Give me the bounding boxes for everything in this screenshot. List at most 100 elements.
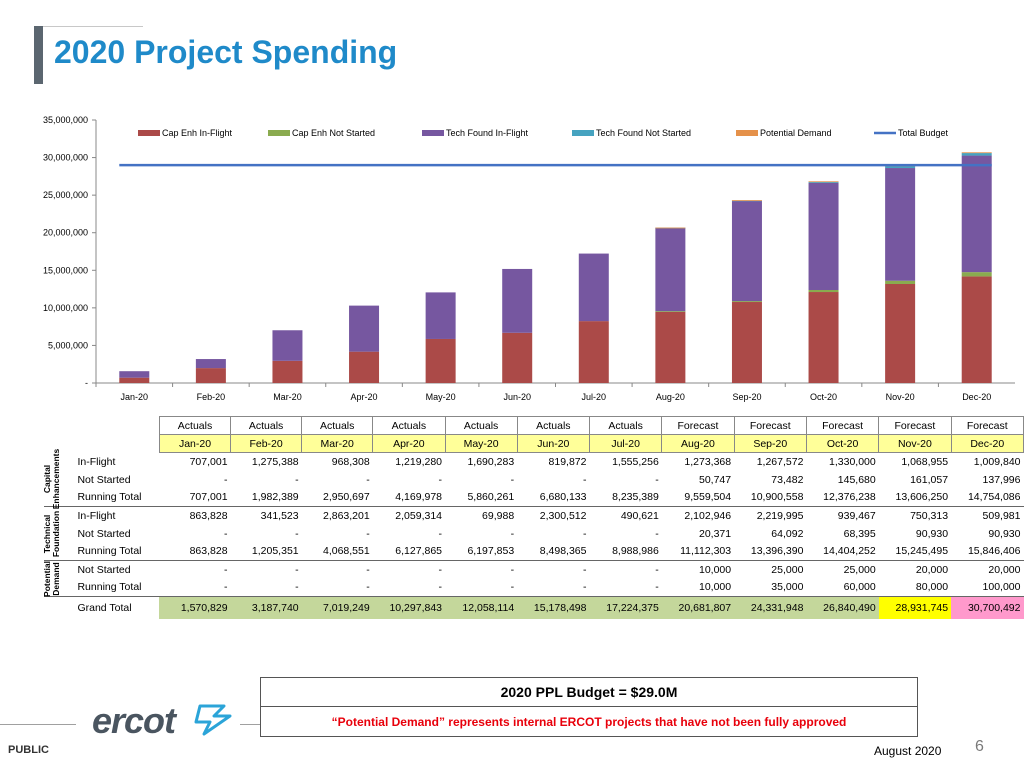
table-row: Not Started - - - - - - - 20,371 64,092 68,395 90,9… [44,525,1024,543]
value-cell: - [366,527,370,540]
grand-total-cell: 7,019,249 [301,596,373,619]
value-cell: - [438,473,443,486]
grand-total-cell: 26,840,490 [806,596,879,619]
group-label: Technical Foundation [42,506,61,561]
value-cell: 11,112,303 [680,545,732,558]
value-cell: 8,498,365 [539,545,587,558]
group-label-text: Potential Demand [41,560,61,597]
value-cell: 10,900,558 [750,491,804,504]
value-cell: 20,000 [878,560,952,579]
spending-table: Actuals Actuals Actuals Actuals Actuals Actua… [41,416,1024,619]
footer-rule [0,724,76,725]
value-cell: 2,102,946 [661,506,735,525]
value-cell: - [438,527,443,540]
table-spacer [44,596,60,619]
row-label: Running Total [77,491,142,504]
bar-segment [272,330,303,361]
value-cell: 25,000 [734,560,807,579]
table-row: Running Total - - - - - - - 10,000 35,000 60,000 80… [44,579,1024,597]
table-row: Running Total 707,001 1,982,389 2,950,697 4,… [44,489,1024,507]
value-cell: 6,680,133 [539,491,587,504]
value-cell: - [295,473,299,486]
y-tick-label: 35,000,000 [43,115,88,125]
y-tick-label: 25,000,000 [43,190,88,200]
bar-segment [961,276,992,383]
status-cell: Actuals [158,416,232,435]
grand-total-cell: 10,297,843 [372,596,446,619]
value-cell: 863,828 [159,506,231,525]
group-label: Potential Demand [41,560,61,597]
value-cell: 5,860,261 [467,491,515,504]
bar-segment [578,321,609,383]
value-cell: - [230,560,302,579]
bar-segment [655,227,686,312]
classification-label: PUBLIC [8,744,49,756]
y-tick-label: 5,000,000 [48,340,88,350]
value-cell: 10,000 [698,581,732,594]
table-row: Technical Foundation In-Flight 863,828 341,5… [42,506,1024,561]
value-cell: - [438,581,443,594]
title-rule [43,26,143,27]
grand-total-cell: 28,931,745 [878,596,952,619]
value-cell: 1,219,280 [395,455,443,468]
status-cell: Actuals [588,416,663,435]
month-cell: Sep-20 [733,434,807,453]
value-cell: 2,950,697 [322,491,370,504]
value-cell: - [510,527,515,540]
bar-segment [655,311,686,312]
table-row: Capital Enhancements In-Flight 707,001 1,275… [42,449,1024,509]
status-cell: Forecast [805,416,880,435]
value-cell: 1,275,388 [251,455,299,468]
bar-segment [885,166,916,169]
grand-total-cell: 20,681,807 [661,596,735,619]
x-tick-label: Oct-20 [810,392,837,402]
value-cell: 10,000 [661,560,735,579]
legend-swatch [138,130,160,136]
footer-rule [240,724,260,725]
value-cell: 1,330,000 [829,455,876,468]
value-cell: - [295,581,299,594]
ercot-bolt-icon [194,704,232,736]
x-tick-label: Nov-20 [886,392,915,402]
value-cell: 1,982,389 [251,491,299,504]
value-cell: - [224,473,228,486]
legend-label: Cap Enh In-Flight [162,128,233,138]
bar-segment [195,368,226,383]
value-cell: 4,169,978 [395,491,443,504]
bar-segment [655,311,686,383]
legend-swatch [736,130,758,136]
value-cell: - [445,560,518,579]
bar-segment [731,301,762,303]
row-label: Not Started [77,473,131,486]
page-number: 6 [975,738,984,755]
grand-total-cell: 17,224,375 [589,596,662,619]
table-row: Not Started - - - - - - - 50,747 73,482 145,680 161… [44,471,1024,489]
ercot-logo: ercot [92,700,176,741]
legend-swatch [572,130,594,136]
title-accent-bar [34,26,43,84]
table-header-row: Jan-20 Feb-20 Mar-20 Apr-20 May-20 Jun-20 Jul-… [44,434,1024,453]
value-cell: 20,371 [698,527,732,540]
grand-total-cell: 12,058,114 [445,596,518,619]
grand-total-cell: 1,570,829 [159,596,231,619]
bar-segment [119,377,150,383]
spending-chart: - 5,000,000 10,000,000 15,000,000 20,000,000… [43,115,1015,402]
value-cell: - [366,473,370,486]
value-cell: 35,000 [771,581,804,594]
status-cell: Actuals [230,416,303,435]
month-cell: Jan-20 [158,434,232,453]
value-cell: - [517,560,590,579]
bar-segment [808,292,839,383]
bar-segment [731,201,762,302]
grand-total-row: Grand Total 1,570,829 3,187,740 7,019,249 10… [44,596,1024,619]
value-cell: 707,001 [189,491,228,504]
bar-segment [578,253,609,322]
bar-segment [731,302,762,383]
row-label: In-Flight [59,506,160,525]
table-spacer [59,435,159,453]
value-cell: 68,395 [843,527,876,540]
grand-total-label: Grand Total [59,596,160,619]
bar-segment [808,181,839,183]
bar-segment [808,181,839,183]
footer-date: August 2020 [874,744,942,758]
